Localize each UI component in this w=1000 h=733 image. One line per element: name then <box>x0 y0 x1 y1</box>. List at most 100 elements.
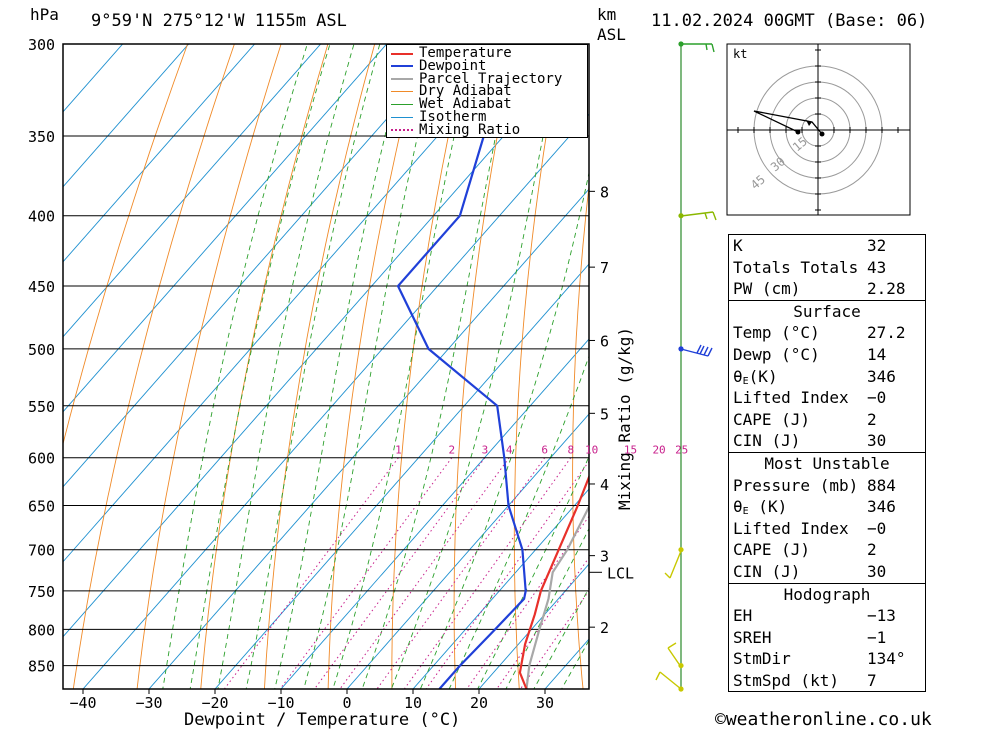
temp-tick-label: 10 <box>404 694 422 712</box>
stmdir-label: StmDir <box>733 649 791 669</box>
wind-station-dot <box>678 346 684 352</box>
legend-item: Parcel Trajectory <box>391 70 563 87</box>
surface-cape-label: CAPE (J) <box>733 409 811 429</box>
temp-tick-label: −40 <box>69 694 96 712</box>
pw-value: 2.28 <box>867 279 906 299</box>
legend-label: Parcel Trajectory <box>419 70 563 87</box>
temp-tick-label: −30 <box>135 694 162 712</box>
surface-title: Surface <box>793 301 861 321</box>
legend-label: Dewpoint <box>419 57 487 74</box>
mixing-ratio-label: 6 <box>541 444 548 457</box>
wind-station-dot <box>678 662 684 669</box>
pressure-tick-label: 750 <box>28 583 55 601</box>
wet-adiabat-line <box>533 587 589 689</box>
mixing-ratio-line <box>279 457 453 689</box>
mixing-ratio-label: 15 <box>624 444 637 457</box>
pressure-tick-label: 650 <box>28 497 55 515</box>
mixing-ratio-label: 4 <box>506 444 513 457</box>
legend-item: Dry Adiabat <box>391 83 512 100</box>
hodograph-trace <box>753 110 823 135</box>
isotherm-line <box>412 488 589 689</box>
hodograph-surface-dot <box>819 131 825 137</box>
pressure-tick-label: 500 <box>28 341 55 359</box>
legend-label: Dry Adiabat <box>419 83 512 100</box>
temp-tick-label: 0 <box>342 694 351 712</box>
isotherm-line <box>63 44 388 413</box>
legend-item: Temperature <box>391 46 512 60</box>
isotherm-line <box>478 563 589 689</box>
surface-temp-value: 27.2 <box>867 323 906 343</box>
mixing-ratio-line <box>466 515 589 689</box>
legend-swatch <box>391 129 413 132</box>
location-title: 9°59'N 275°12'W 1155m ASL <box>91 11 347 31</box>
hpa-unit-label: hPa <box>30 5 59 24</box>
pressure-tick-label: 350 <box>28 128 55 146</box>
temp-tick-label: 20 <box>470 694 488 712</box>
mixing-ratio-line <box>339 457 510 689</box>
dry-adiabat-line <box>327 44 422 689</box>
isotherm-line <box>82 113 589 689</box>
parcel-trajectory-profile <box>525 504 589 689</box>
km-unit-label: km <box>597 5 617 24</box>
km-tick-label: 3 <box>600 548 609 566</box>
wind-barb <box>680 211 717 221</box>
surface-temp-label: Temp (°C) <box>733 323 820 343</box>
hodograph-unit: kt <box>733 47 748 61</box>
wet-adiabat-line <box>448 354 589 689</box>
pressure-tick-label: 550 <box>28 398 55 416</box>
legend-item: Isotherm <box>391 110 486 124</box>
tt-label: Totals Totals <box>733 257 859 277</box>
sreh-value: −1 <box>867 627 887 647</box>
dry-adiabat-line <box>684 0 717 700</box>
surface-li-label: Lifted Index <box>733 388 849 408</box>
mu-pressure-label: Pressure (mb) <box>733 475 859 495</box>
pressure-tick-label: 800 <box>28 621 55 639</box>
dry-adiabat-line <box>982 0 1000 700</box>
eh-value: −13 <box>867 606 896 626</box>
mixing-ratio-label: 2 <box>449 444 456 457</box>
y-axis-right-title: Mixing Ratio (g/kg) <box>615 326 634 510</box>
stmspd-value: 7 <box>867 670 877 690</box>
surface-cape-value: 2 <box>867 409 877 429</box>
surface-dewp-value: 14 <box>867 344 887 364</box>
surface-li-value: −0 <box>867 388 887 408</box>
wet-adiabat-line <box>361 44 516 689</box>
pw-label: PW (cm) <box>733 279 801 299</box>
hodograph-arrowhead <box>806 120 812 126</box>
isotherm-line <box>63 44 190 188</box>
datetime-title: 11.02.2024 00GMT (Base: 06) <box>651 11 928 31</box>
mixing-ratio-label: 10 <box>585 444 598 457</box>
stmdir-value: 134° <box>867 649 906 669</box>
km-tick-label: 4 <box>600 476 609 494</box>
legend-swatch <box>391 104 413 106</box>
mixing-ratio-line <box>223 457 399 689</box>
sreh-label: SREH <box>733 627 772 647</box>
dry-adiabat-line <box>572 181 589 689</box>
mu-cape-label: CAPE (J) <box>733 540 811 560</box>
legend-swatch <box>391 52 413 55</box>
km-tick-label: 7 <box>600 259 609 277</box>
dry-adiabat-line <box>200 44 329 689</box>
chart-legend: Temperature Dewpoint Parcel Trajectory Dry … <box>386 44 588 138</box>
legend-item: Dewpoint <box>391 57 487 74</box>
dry-adiabat-line <box>453 44 516 689</box>
legend-swatch <box>391 91 413 93</box>
mixing-ratio-label: 20 <box>652 444 665 457</box>
surface-cin-label: CIN (J) <box>733 431 801 451</box>
legend-item: Mixing Ratio <box>391 123 520 137</box>
pressure-tick-label: 400 <box>28 208 55 226</box>
mixing-ratio-line <box>376 457 546 689</box>
isotherm-line <box>280 338 589 689</box>
wet-adiabat-line <box>505 527 589 689</box>
legend-swatch <box>391 117 413 118</box>
wet-adiabat-line <box>217 44 355 689</box>
legend-swatch <box>391 78 413 81</box>
wind-station-dot <box>678 547 684 553</box>
mu-pressure-value: 884 <box>867 475 896 495</box>
dry-adiabat-line <box>629 0 673 700</box>
mixing-ratio-line <box>425 460 589 689</box>
lcl-label: LCL <box>607 564 634 582</box>
mu-cin-label: CIN (J) <box>733 561 801 581</box>
mixing-ratio-label: 1 <box>395 444 402 457</box>
